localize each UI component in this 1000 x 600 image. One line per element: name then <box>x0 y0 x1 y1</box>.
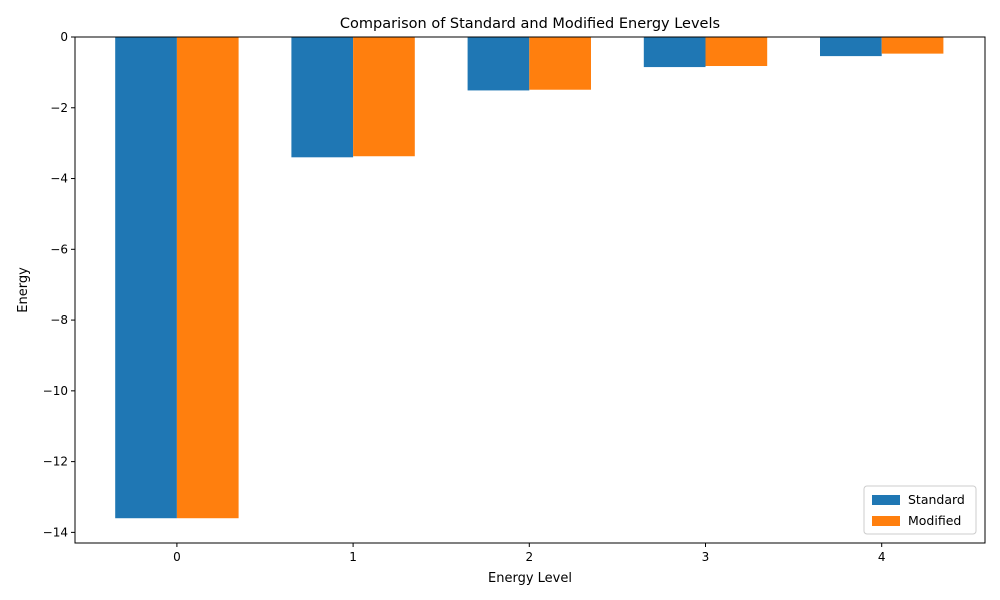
y-tick-label: −6 <box>50 242 68 256</box>
x-tick-label: 2 <box>525 550 533 564</box>
x-tick-label: 1 <box>349 550 357 564</box>
bar-modified-0 <box>176 37 239 519</box>
bar-standard-3 <box>643 37 706 68</box>
y-tick-label: −12 <box>43 455 68 469</box>
bar-standard-4 <box>820 37 882 57</box>
bar-standard-2 <box>467 37 530 91</box>
bar-modified-2 <box>529 37 591 90</box>
y-tick-label: −2 <box>50 101 68 115</box>
legend-swatch-modified <box>872 516 900 526</box>
y-axis: 0 −2 −4 −6 −8 −10 −12 −14 <box>43 30 75 539</box>
bar-standard-0 <box>115 37 177 519</box>
y-tick-label: −14 <box>43 525 68 539</box>
bars-layer <box>115 37 944 519</box>
bar-modified-3 <box>705 37 768 67</box>
x-tick-label: 0 <box>173 550 181 564</box>
legend-swatch-standard <box>872 495 900 505</box>
x-axis: 0 1 2 3 4 <box>173 543 886 564</box>
y-axis-label: Energy <box>16 267 31 313</box>
y-tick-label: −4 <box>50 172 68 186</box>
x-tick-label: 3 <box>702 550 710 564</box>
x-tick-label: 4 <box>878 550 886 564</box>
y-tick-label: −10 <box>43 384 68 398</box>
bar-modified-1 <box>353 37 415 157</box>
y-tick-label: 0 <box>60 30 68 44</box>
chart-title: Comparison of Standard and Modified Ener… <box>340 16 720 32</box>
legend-label-standard: Standard <box>908 492 965 507</box>
bar-standard-1 <box>291 37 354 158</box>
legend-label-modified: Modified <box>908 513 961 528</box>
plot-frame <box>74 36 986 544</box>
y-tick-label: −8 <box>50 313 68 327</box>
bar-modified-4 <box>881 37 944 54</box>
legend: Standard Modified <box>863 485 977 535</box>
x-axis-label: Energy Level <box>488 571 572 586</box>
